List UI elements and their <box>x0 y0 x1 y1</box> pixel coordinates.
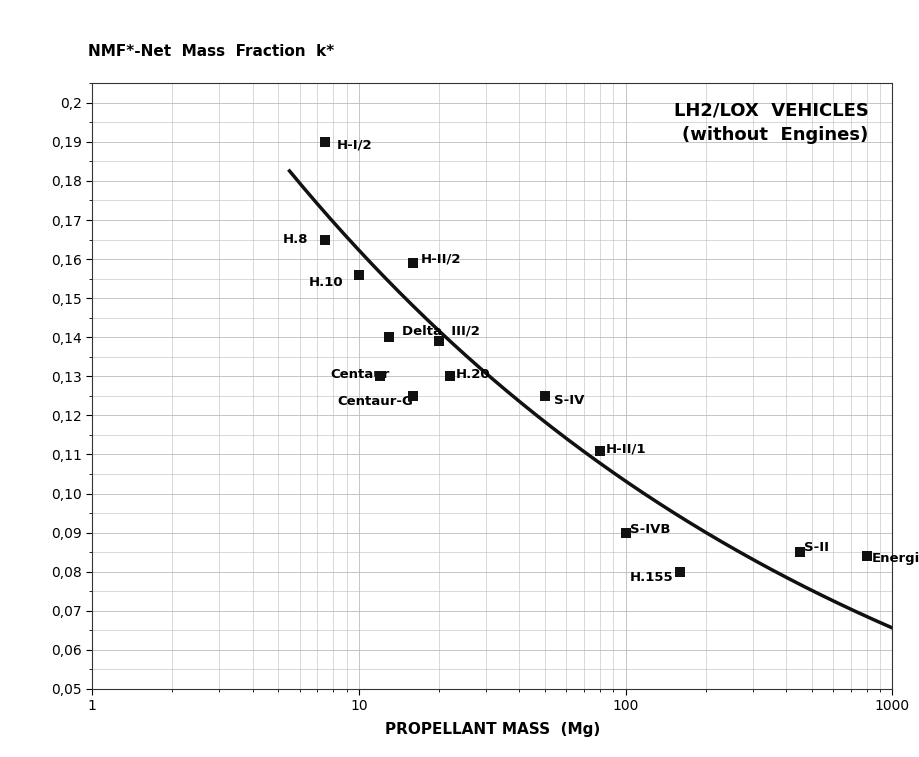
X-axis label: PROPELLANT MASS  (Mg): PROPELLANT MASS (Mg) <box>384 721 599 737</box>
Text: H.155: H.155 <box>630 571 673 584</box>
Text: Centaur: Centaur <box>330 368 389 381</box>
Text: H-II/2: H-II/2 <box>420 253 460 266</box>
Text: LH2/LOX  VEHICLES
(without  Engines): LH2/LOX VEHICLES (without Engines) <box>673 101 868 145</box>
Text: Delta  III/2: Delta III/2 <box>402 325 479 338</box>
Text: S-IVB: S-IVB <box>630 523 670 536</box>
Text: H.10: H.10 <box>309 276 343 289</box>
Text: NMF*-Net  Mass  Fraction  k*: NMF*-Net Mass Fraction k* <box>88 44 334 59</box>
Text: H.8: H.8 <box>283 233 308 246</box>
Text: H-II/1: H-II/1 <box>605 442 645 455</box>
Text: H-I/2: H-I/2 <box>337 139 372 151</box>
Text: Energia: Energia <box>871 552 919 565</box>
Text: S-II: S-II <box>803 541 828 554</box>
Text: S-IV: S-IV <box>553 394 584 407</box>
Text: H.20: H.20 <box>455 368 490 381</box>
Text: Centaur-G: Centaur-G <box>337 395 413 408</box>
